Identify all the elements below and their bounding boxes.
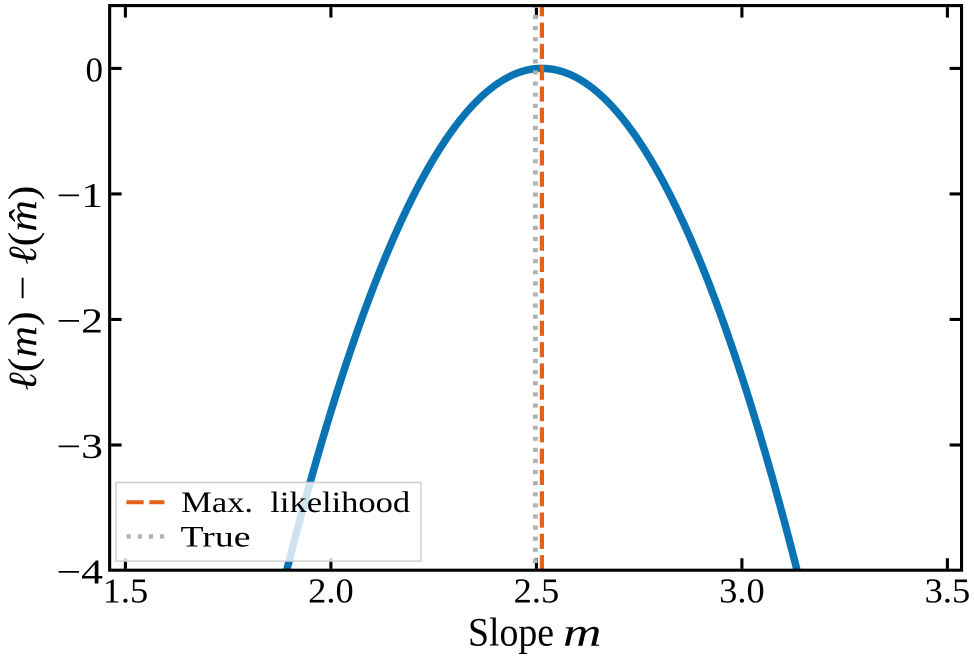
svg-text:Max. likelihood: Max. likelihood xyxy=(181,486,410,519)
svg-text:3.0: 3.0 xyxy=(719,572,765,611)
svg-text:Slope: Slope xyxy=(468,610,554,655)
svg-text:2.5: 2.5 xyxy=(514,572,560,611)
svg-text:2.0: 2.0 xyxy=(308,572,354,611)
svg-text:−2: −2 xyxy=(57,302,104,341)
svg-text:−3: −3 xyxy=(57,427,104,466)
svg-text:−4: −4 xyxy=(57,553,104,592)
svg-text:3.5: 3.5 xyxy=(925,572,971,611)
svg-text:1.5: 1.5 xyxy=(103,572,149,611)
svg-text:−1: −1 xyxy=(57,176,104,215)
svg-text:ℓ(m) − ℓ(m̂): ℓ(m) − ℓ(m̂) xyxy=(0,185,45,390)
svg-text:True: True xyxy=(181,520,251,553)
svg-text:0: 0 xyxy=(86,51,104,90)
svg-text:m: m xyxy=(563,610,602,655)
